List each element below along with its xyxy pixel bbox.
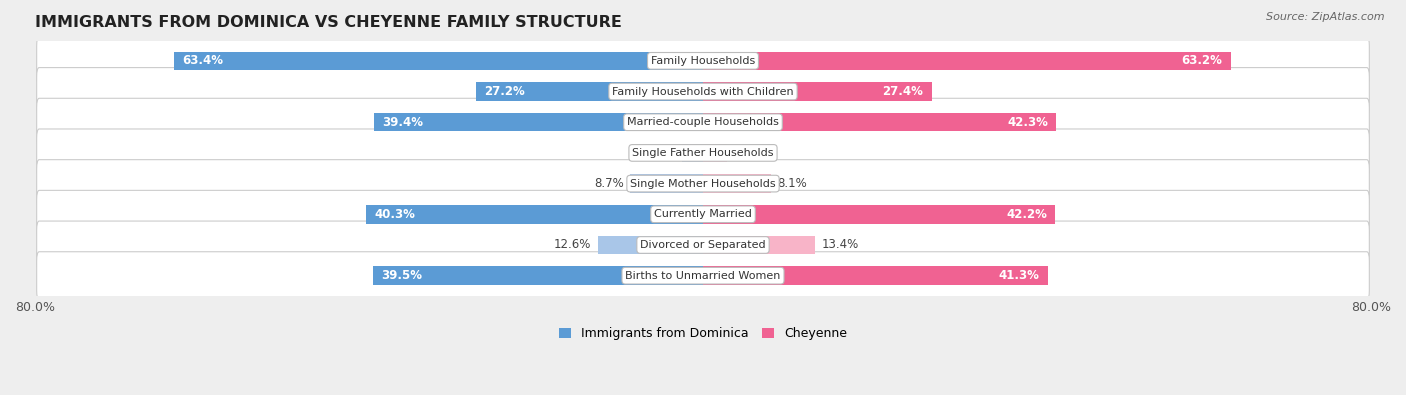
FancyBboxPatch shape (37, 160, 1369, 207)
Legend: Immigrants from Dominica, Cheyenne: Immigrants from Dominica, Cheyenne (554, 322, 852, 346)
FancyBboxPatch shape (37, 221, 1369, 269)
Bar (682, 144, 703, 162)
Text: 42.3%: 42.3% (1007, 116, 1047, 129)
Bar (373, 267, 703, 285)
Text: Births to Unmarried Women: Births to Unmarried Women (626, 271, 780, 281)
Text: 8.1%: 8.1% (778, 177, 807, 190)
Bar (703, 267, 1047, 285)
Text: 2.5%: 2.5% (645, 147, 675, 160)
Text: 12.6%: 12.6% (554, 239, 591, 252)
Text: Single Mother Households: Single Mother Households (630, 179, 776, 188)
Text: 27.2%: 27.2% (484, 85, 524, 98)
Text: IMMIGRANTS FROM DOMINICA VS CHEYENNE FAMILY STRUCTURE: IMMIGRANTS FROM DOMINICA VS CHEYENNE FAM… (35, 15, 621, 30)
Bar (367, 205, 703, 224)
Text: Family Households with Children: Family Households with Children (612, 87, 794, 96)
Text: 42.2%: 42.2% (1007, 208, 1047, 221)
Bar (703, 144, 727, 162)
Text: 40.3%: 40.3% (375, 208, 416, 221)
Text: 39.4%: 39.4% (382, 116, 423, 129)
FancyBboxPatch shape (37, 68, 1369, 115)
Text: Family Households: Family Households (651, 56, 755, 66)
Text: 41.3%: 41.3% (998, 269, 1039, 282)
Text: 63.4%: 63.4% (181, 55, 224, 67)
Bar (703, 236, 815, 254)
Bar (173, 52, 703, 70)
Bar (598, 236, 703, 254)
FancyBboxPatch shape (37, 37, 1369, 85)
FancyBboxPatch shape (37, 98, 1369, 146)
Text: 13.4%: 13.4% (821, 239, 859, 252)
Bar (703, 175, 770, 193)
Text: 63.2%: 63.2% (1181, 55, 1222, 67)
Text: Married-couple Households: Married-couple Households (627, 117, 779, 127)
Bar (703, 113, 1056, 132)
Bar (475, 82, 703, 101)
FancyBboxPatch shape (37, 129, 1369, 177)
Text: 27.4%: 27.4% (883, 85, 924, 98)
Bar (703, 82, 932, 101)
FancyBboxPatch shape (37, 190, 1369, 238)
Text: 39.5%: 39.5% (381, 269, 423, 282)
Text: Currently Married: Currently Married (654, 209, 752, 219)
Bar (703, 52, 1230, 70)
Text: 2.9%: 2.9% (734, 147, 763, 160)
Text: Source: ZipAtlas.com: Source: ZipAtlas.com (1267, 12, 1385, 22)
Bar (630, 175, 703, 193)
Text: Single Father Households: Single Father Households (633, 148, 773, 158)
Bar (703, 205, 1056, 224)
Text: Divorced or Separated: Divorced or Separated (640, 240, 766, 250)
Text: 8.7%: 8.7% (593, 177, 624, 190)
FancyBboxPatch shape (37, 252, 1369, 300)
Bar (374, 113, 703, 132)
